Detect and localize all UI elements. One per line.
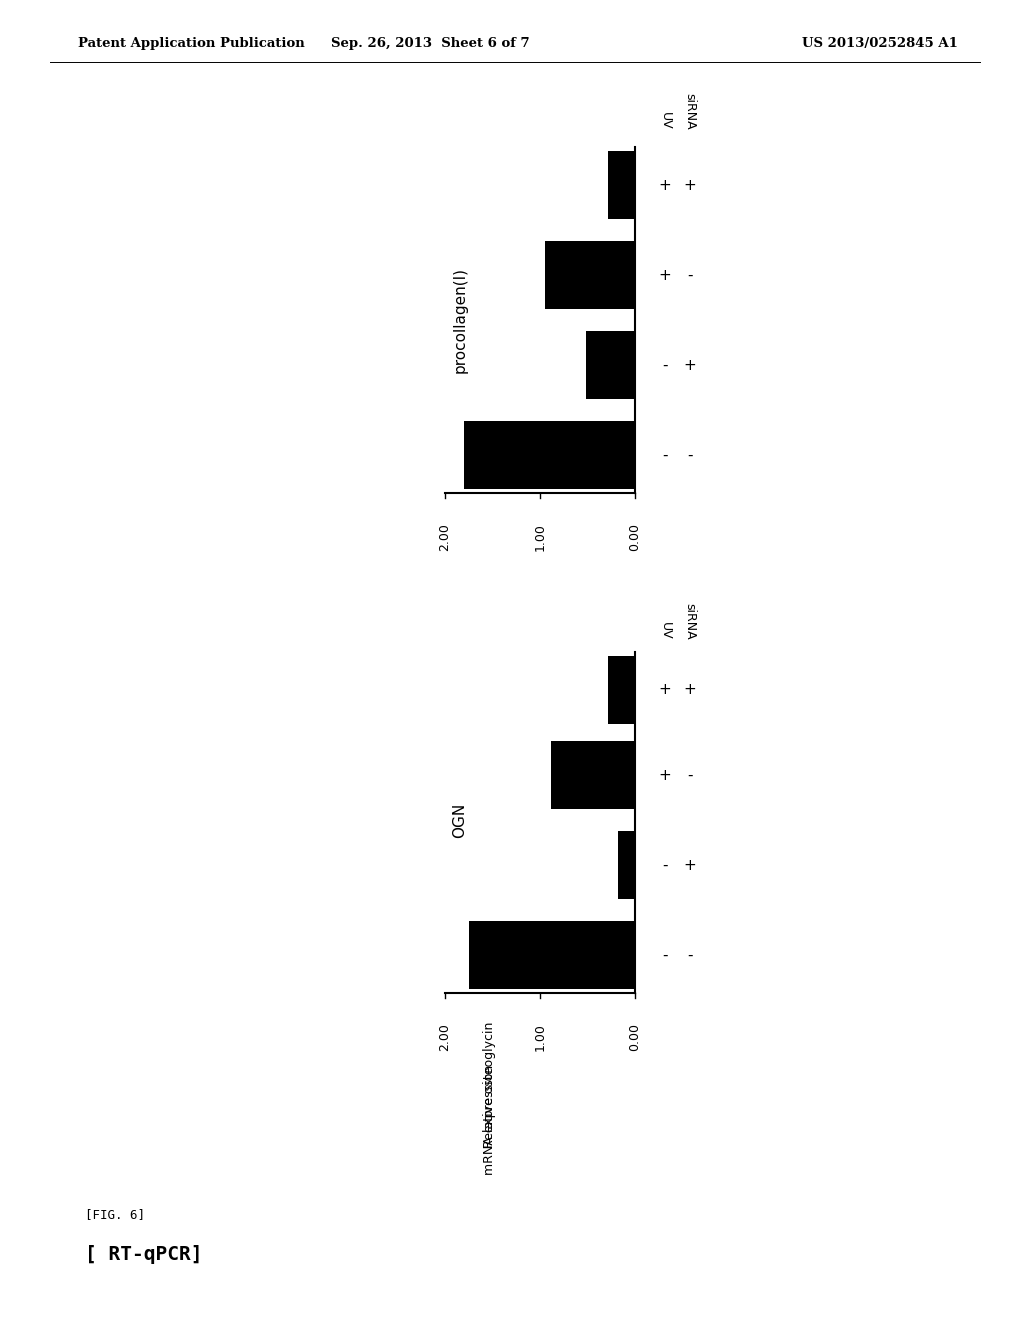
Text: -: - (663, 948, 668, 962)
Bar (469, 921, 635, 989)
Text: UV: UV (658, 622, 672, 640)
Text: -: - (663, 858, 668, 873)
Text: siRNA: siRNA (683, 603, 696, 640)
Text: 1.00: 1.00 (534, 523, 547, 550)
Bar (586, 331, 635, 399)
Bar (464, 421, 635, 488)
Text: siRNA: siRNA (683, 94, 696, 129)
Bar (608, 150, 635, 219)
Text: 2.00: 2.00 (438, 1023, 452, 1051)
Bar (551, 741, 635, 809)
Bar (545, 242, 635, 309)
Text: 1.00: 1.00 (534, 1023, 547, 1051)
Text: [FIG. 6]: [FIG. 6] (85, 1209, 145, 1221)
Text: +: + (684, 682, 696, 697)
Text: 2.00: 2.00 (438, 523, 452, 550)
Text: +: + (684, 358, 696, 372)
Text: +: + (658, 268, 672, 282)
Text: +: + (684, 858, 696, 873)
Text: -: - (687, 948, 693, 962)
Text: -: - (663, 358, 668, 372)
Text: [ RT-qPCR]: [ RT-qPCR] (85, 1246, 203, 1265)
Text: -: - (663, 447, 668, 462)
Text: +: + (658, 682, 672, 697)
Text: mRNA expression: mRNA expression (483, 1065, 497, 1175)
Bar (617, 832, 635, 899)
Text: US 2013/0252845 A1: US 2013/0252845 A1 (802, 37, 958, 50)
Text: 0.00: 0.00 (629, 523, 641, 550)
Text: +: + (684, 177, 696, 193)
Text: -: - (687, 447, 693, 462)
Text: -: - (687, 268, 693, 282)
Text: +: + (658, 767, 672, 783)
Text: procollagen(I): procollagen(I) (453, 267, 468, 374)
Bar (608, 656, 635, 723)
Text: Relative osteoglycin: Relative osteoglycin (483, 1022, 497, 1148)
Text: UV: UV (658, 112, 672, 129)
Text: OGN: OGN (453, 803, 468, 838)
Text: Patent Application Publication: Patent Application Publication (78, 37, 305, 50)
Text: 0.00: 0.00 (629, 1023, 641, 1051)
Text: Sep. 26, 2013  Sheet 6 of 7: Sep. 26, 2013 Sheet 6 of 7 (331, 37, 529, 50)
Text: -: - (687, 767, 693, 783)
Text: +: + (658, 177, 672, 193)
